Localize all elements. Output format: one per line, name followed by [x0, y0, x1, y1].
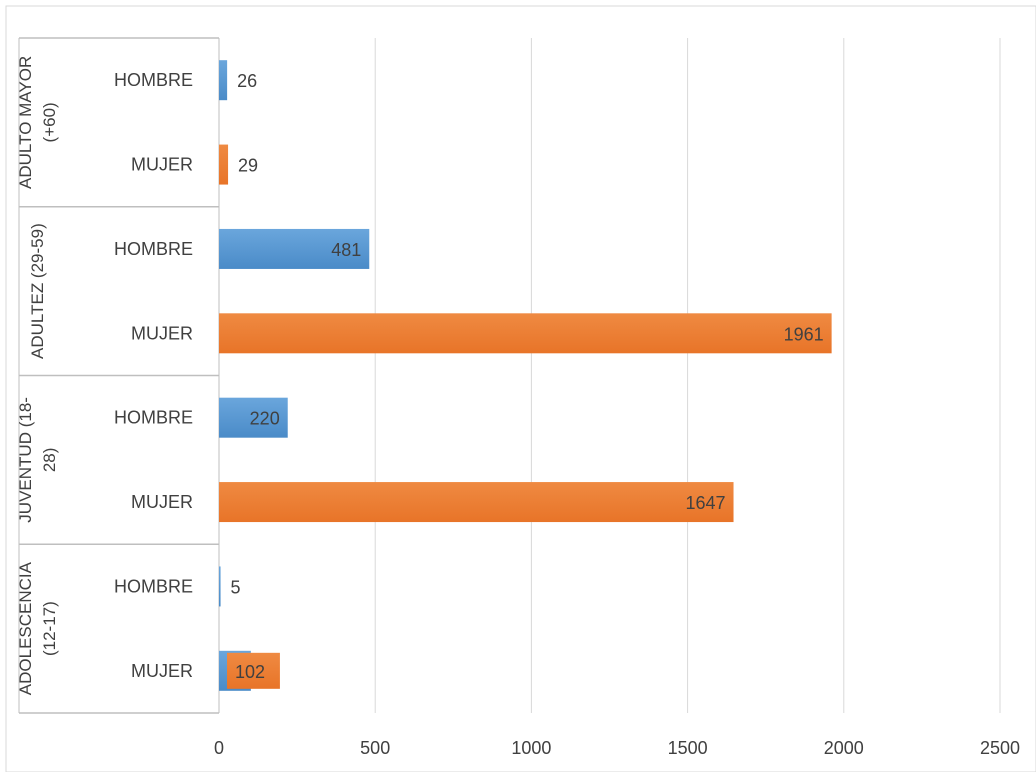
category-label: HOMBRE [114, 576, 193, 596]
data-label: 481 [331, 240, 361, 260]
category-label: HOMBRE [114, 408, 193, 428]
data-label: 102 [235, 662, 265, 682]
group-label: (12-17) [40, 601, 59, 656]
x-tick-label: 500 [360, 738, 390, 758]
category-label: HOMBRE [114, 70, 193, 90]
data-label: 1647 [685, 493, 725, 513]
data-label: 26 [237, 71, 257, 91]
bar [219, 566, 221, 607]
x-tick-label: 1000 [511, 738, 551, 758]
data-labels: 26 29 481 1961 220 1647 5 102 [231, 71, 824, 682]
group-label: 28) [40, 448, 59, 473]
group-label: ADULTO MAYOR [16, 56, 35, 189]
data-label: 29 [238, 156, 258, 176]
bar [219, 397, 288, 438]
group-label: ADULTEZ (29-59) [28, 223, 47, 359]
category-label: MUJER [131, 492, 193, 512]
x-tick-label: 0 [214, 738, 224, 758]
category-label: MUJER [131, 155, 193, 175]
x-axis-ticks: 0 500 1000 1500 2000 2500 [214, 738, 1020, 758]
group-label: JUVENTUD (18- [16, 397, 35, 523]
data-label: 1961 [784, 324, 824, 344]
x-tick-label: 1500 [668, 738, 708, 758]
group-label: (+60) [40, 102, 59, 142]
category-label: HOMBRE [114, 239, 193, 259]
bars [219, 60, 832, 691]
bar [219, 60, 228, 101]
category-label: MUJER [131, 323, 193, 343]
chart-frame [5, 5, 1036, 772]
bar [219, 144, 229, 185]
data-label: 5 [231, 577, 241, 597]
category-label: MUJER [131, 661, 193, 681]
bar [219, 313, 832, 354]
bar [227, 652, 280, 689]
group-label: ADOLESCENCIA [16, 561, 35, 695]
bar [219, 482, 734, 523]
x-tick-label: 2500 [980, 738, 1020, 758]
gridlines [374, 38, 1001, 713]
bar [219, 228, 370, 269]
x-tick-label: 2000 [824, 738, 864, 758]
data-label: 220 [250, 409, 280, 429]
